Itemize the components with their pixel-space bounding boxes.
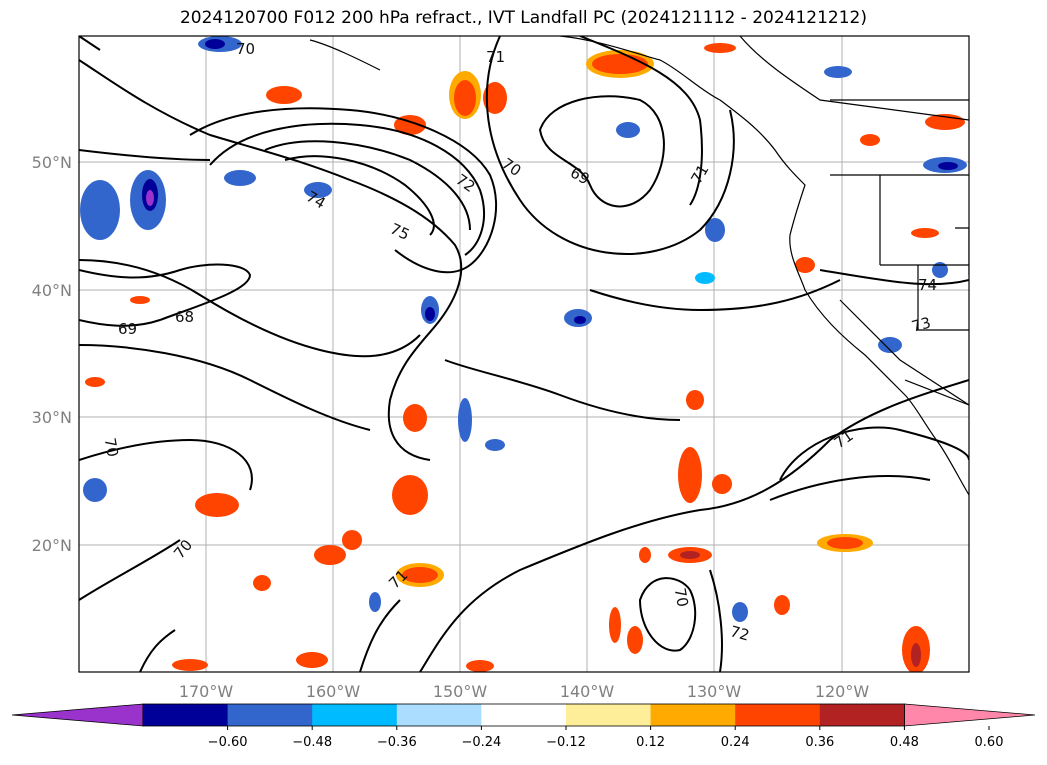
lon-label: 120°W [815, 682, 870, 701]
contour-label: 71 [486, 48, 505, 66]
colorbar-segment [481, 704, 567, 726]
colorbar-tick-label: 0.48 [890, 735, 919, 750]
positive-anomaly-shading [85, 43, 965, 672]
lat-label: 30°N [32, 408, 72, 427]
map-title: 2024120700 F012 200 hPa refract., IVT La… [179, 8, 867, 28]
colorbar-tick-label: 0.60 [975, 735, 1004, 750]
colorbar-tick-label: −0.48 [292, 735, 332, 750]
lat-label: 40°N [32, 281, 72, 300]
lon-label: 130°W [687, 682, 742, 701]
colorbar-segment [735, 704, 821, 726]
contour-label: 69 [118, 320, 137, 338]
map-area [79, 36, 969, 672]
colorbar-tick-label: 0.36 [805, 735, 834, 750]
colorbar-segment [143, 704, 229, 726]
contour-label: 74 [918, 276, 937, 294]
refractivity-contours [79, 36, 969, 672]
lat-label: 50°N [32, 153, 72, 172]
colorbar-tick-label: −0.24 [461, 735, 501, 750]
colorbar-segment [227, 704, 313, 726]
contour-label: 70 [236, 40, 255, 58]
negative-anomaly-shading [80, 36, 967, 622]
lon-label: 170°W [179, 682, 234, 701]
map-frame [78, 35, 970, 673]
colorbar-border [142, 703, 905, 727]
contour-label: 72 [728, 622, 751, 644]
colorbar-extend-min [11, 703, 144, 727]
colorbar-tick-label: 0.24 [721, 735, 750, 750]
lon-label: 160°W [306, 682, 361, 701]
longitude-labels: 170°W 160°W 150°W 140°W 130°W 120°W [179, 682, 870, 701]
contour-label: 73 [910, 313, 933, 335]
lat-label: 20°N [32, 536, 72, 555]
lon-label: 150°W [433, 682, 488, 701]
colorbar-tick-label: −0.36 [377, 735, 417, 750]
colorbar-segment [396, 704, 482, 726]
contour-label: 70 [101, 436, 122, 458]
colorbar-segment [650, 704, 736, 726]
colorbar-segment [819, 704, 905, 726]
colorbar-tick-label: −0.60 [208, 735, 248, 750]
colorbar-extend-max [904, 703, 1036, 727]
gridlines [79, 36, 969, 672]
latitude-labels: 50°N 40°N 30°N 20°N [32, 153, 72, 555]
colorbar-tick-label: 0.12 [636, 735, 665, 750]
lon-label: 140°W [560, 682, 615, 701]
colorbar-tick-label: −0.12 [546, 735, 586, 750]
contour-label: 70 [671, 586, 692, 608]
colorbar-segment [566, 704, 652, 726]
colorbar: −0.60 −0.48 −0.36 −0.24 −0.12 0.12 0.24 0.36 0.4… [11, 703, 1036, 750]
contour-label: 68 [175, 308, 194, 326]
colorbar-segment [312, 704, 398, 726]
